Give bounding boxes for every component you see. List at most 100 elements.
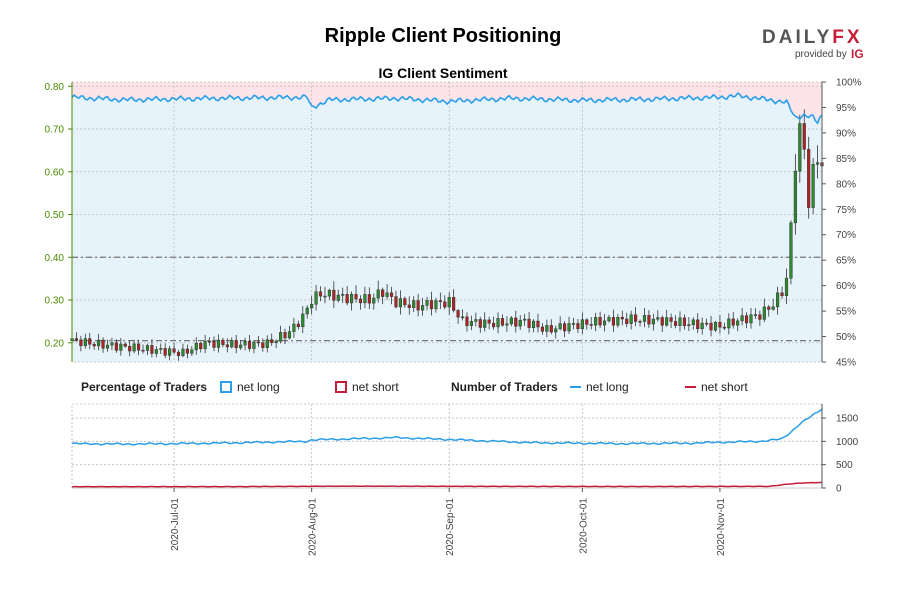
candle-body bbox=[159, 348, 163, 350]
candle-body bbox=[634, 314, 638, 322]
candle-body bbox=[88, 338, 92, 345]
x-axis-tick-label: 2020-Aug-01 bbox=[308, 498, 319, 556]
candle-body bbox=[736, 320, 740, 326]
candle-body bbox=[678, 317, 682, 326]
left-axis-tick-label: 0.30 bbox=[45, 296, 65, 307]
candle-body bbox=[412, 300, 416, 308]
candle-body bbox=[563, 323, 567, 332]
candle-body bbox=[305, 307, 309, 315]
candle-body bbox=[136, 343, 141, 351]
candle-body bbox=[807, 149, 811, 208]
candle-body bbox=[660, 317, 664, 326]
right-axis-tick-label: 85% bbox=[836, 154, 856, 165]
candle-body bbox=[212, 340, 216, 348]
candle-body bbox=[350, 294, 354, 304]
candle-body bbox=[345, 294, 349, 304]
traders-frame bbox=[71, 403, 823, 489]
candle-body bbox=[261, 342, 265, 348]
candle-body bbox=[465, 316, 469, 326]
candle-body bbox=[798, 123, 802, 172]
logo-ig-box bbox=[851, 47, 865, 59]
right-axis-tick-label: 95% bbox=[836, 103, 856, 114]
left-axis-tick-label: 0.80 bbox=[45, 82, 65, 93]
candle-body bbox=[123, 343, 127, 347]
candle-body bbox=[629, 314, 633, 324]
candle-body bbox=[762, 306, 766, 320]
candle-body bbox=[727, 318, 731, 329]
candle-body bbox=[74, 338, 79, 341]
candle-body bbox=[642, 315, 647, 322]
candle-body bbox=[332, 289, 336, 301]
traders-axes: 0 500 1000 1500 bbox=[71, 403, 859, 495]
candle-body bbox=[478, 319, 482, 328]
candle-body bbox=[372, 297, 376, 304]
candle-body bbox=[150, 345, 154, 354]
candle-body bbox=[793, 170, 797, 224]
traders-net-short-line bbox=[71, 481, 823, 488]
candle-body bbox=[620, 317, 624, 320]
legend-pct-short-swatch bbox=[335, 381, 347, 393]
candle-body bbox=[385, 292, 389, 297]
candle-body bbox=[425, 300, 429, 306]
candle-body bbox=[469, 321, 473, 326]
candle-body bbox=[687, 324, 691, 326]
candle-body bbox=[434, 300, 438, 310]
sentiment-background bbox=[72, 82, 822, 362]
candle-body bbox=[682, 317, 687, 326]
candle-body bbox=[718, 321, 722, 328]
dailyfx-logo: DAILYFX provided by IG bbox=[762, 27, 865, 61]
candle-body bbox=[523, 318, 527, 321]
candle-body bbox=[203, 340, 207, 350]
left-axis-tick-label: 0.40 bbox=[45, 253, 65, 264]
candle-body bbox=[168, 348, 172, 356]
candle-body bbox=[132, 343, 136, 352]
candle-body bbox=[256, 341, 260, 344]
candle-body bbox=[119, 343, 123, 351]
sentiment-axes: 0.20 0.30 0.40 0.50 0.60 0.70 0.80 45% 50% 55% 60%… bbox=[45, 78, 862, 369]
candle-body bbox=[101, 339, 105, 349]
candle-body bbox=[207, 340, 212, 343]
right-axis-tick-label: 80% bbox=[836, 179, 856, 190]
candle-body bbox=[230, 340, 234, 348]
candle-body bbox=[354, 294, 358, 300]
candle-body bbox=[567, 323, 571, 332]
candle-body bbox=[314, 291, 318, 305]
candle-body bbox=[740, 315, 744, 322]
candle-body bbox=[252, 341, 256, 349]
candle-body bbox=[363, 294, 367, 304]
candle-body bbox=[447, 297, 451, 308]
candle-body bbox=[421, 305, 425, 311]
right-axis-tick-label: 75% bbox=[836, 205, 856, 216]
candle-body bbox=[381, 289, 385, 297]
traders-axis-tick-label: 0 bbox=[836, 484, 842, 495]
candle-body bbox=[283, 332, 287, 339]
candle-body bbox=[487, 319, 491, 324]
x-axis-tick-label: 2020-Oct-01 bbox=[578, 498, 589, 554]
candle-body bbox=[318, 291, 323, 297]
right-axis-tick-label: 65% bbox=[836, 256, 856, 267]
candle-body bbox=[376, 289, 380, 299]
candle-body bbox=[358, 298, 363, 304]
traders-lines bbox=[71, 408, 823, 488]
candle-body bbox=[492, 322, 496, 328]
candle-body bbox=[270, 339, 274, 343]
traders-grid bbox=[72, 404, 822, 489]
sentiment-title: IG Client Sentiment bbox=[378, 65, 507, 81]
candle-body bbox=[234, 340, 238, 349]
candle-body bbox=[722, 326, 726, 329]
traders-axis-tick-label: 500 bbox=[836, 460, 853, 471]
candle-body bbox=[576, 323, 580, 330]
candle-body bbox=[554, 328, 558, 333]
candle-body bbox=[744, 315, 749, 324]
candle-body bbox=[616, 317, 620, 326]
candle-body bbox=[531, 320, 536, 328]
candle-body bbox=[141, 349, 145, 352]
candle-body bbox=[589, 324, 593, 326]
candle-body bbox=[114, 342, 118, 351]
legend-num-long-label: net long bbox=[586, 380, 629, 394]
candle-body bbox=[407, 304, 411, 308]
right-axis-tick-label: 90% bbox=[836, 128, 856, 139]
candle-body bbox=[287, 331, 292, 339]
candle-body bbox=[607, 317, 611, 322]
